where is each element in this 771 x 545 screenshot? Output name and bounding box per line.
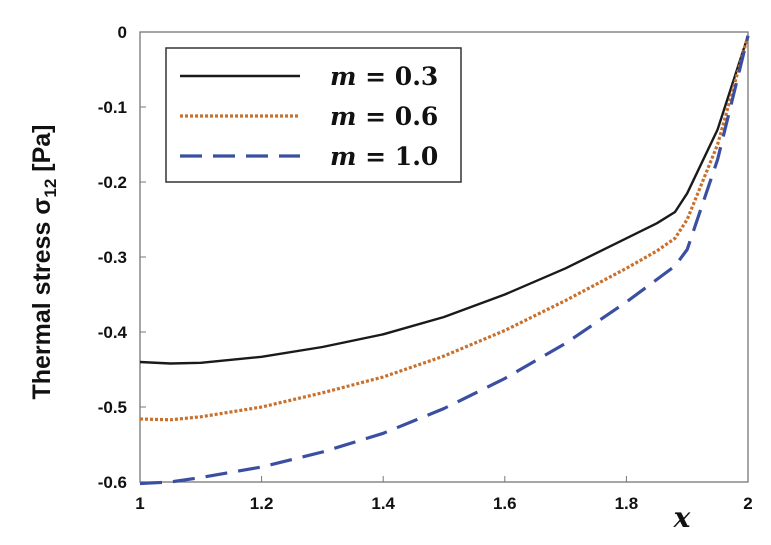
x-tick-label: 1.4 xyxy=(371,494,395,513)
x-axis-label: x xyxy=(673,501,691,534)
legend-label: m = 0.3 xyxy=(330,62,438,91)
legend-label-var: m xyxy=(330,102,356,131)
y-tick-label: -0.6 xyxy=(98,473,127,492)
legend-label-value: = 0.6 xyxy=(356,102,438,131)
legend-label-value: = 1.0 xyxy=(356,142,438,171)
x-tick-label: 1.8 xyxy=(615,494,639,513)
x-tick-label: 2 xyxy=(743,494,752,513)
x-tick-label: 1 xyxy=(135,494,144,513)
y-tick-label: -0.5 xyxy=(98,398,127,417)
legend-label: m = 0.6 xyxy=(330,102,438,131)
series-lines xyxy=(139,35,750,486)
y-axis-label-unit: [Pa] xyxy=(28,124,56,178)
y-tick-label: -0.4 xyxy=(98,323,128,342)
legend-label-value: = 0.3 xyxy=(356,62,438,91)
y-axis-ticks: 0 -0.1 -0.2 -0.3 -0.4 -0.5 -0.6 xyxy=(98,23,146,492)
y-axis-label-main: Thermal stress σ xyxy=(28,198,56,400)
legend-label: m = 1.0 xyxy=(330,142,438,171)
series-line-m-1-0 xyxy=(139,35,750,486)
y-tick-label: -0.1 xyxy=(98,98,127,117)
legend-box xyxy=(165,47,462,183)
series-line-m-0-6 xyxy=(139,35,750,422)
legend: m = 0.3m = 0.6m = 1.0 xyxy=(165,47,462,183)
legend-label-var: m xyxy=(330,62,356,91)
x-tick-label: 1.6 xyxy=(493,494,517,513)
y-axis-label: Thermal stress σ12 [Pa] xyxy=(28,124,60,399)
series-line-m-0-3 xyxy=(139,35,750,365)
x-tick-label: 1.2 xyxy=(250,494,274,513)
y-axis-label-subscript: 12 xyxy=(41,179,60,198)
y-tick-label: -0.3 xyxy=(98,248,127,267)
y-tick-label: -0.2 xyxy=(98,173,127,192)
legend-label-var: m xyxy=(330,142,356,171)
y-tick-label: 0 xyxy=(118,23,127,42)
x-axis-ticks: 1 1.2 1.4 1.6 1.8 2 xyxy=(135,476,753,513)
